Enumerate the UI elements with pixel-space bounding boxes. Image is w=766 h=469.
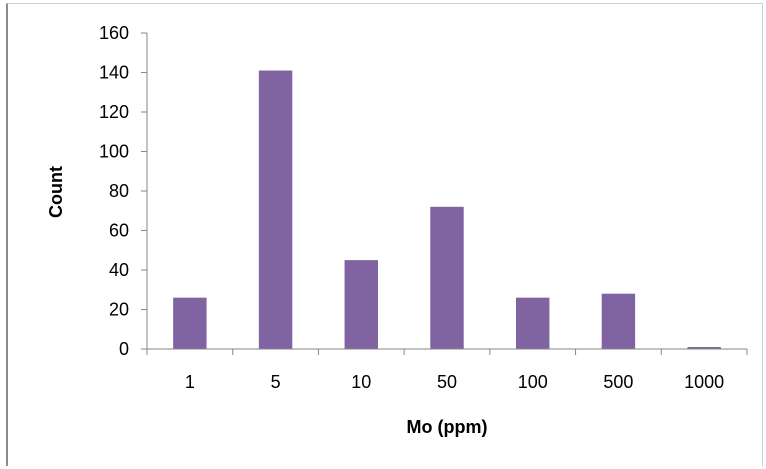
x-tick-label: 1000	[684, 372, 724, 392]
x-tick-label: 500	[603, 372, 633, 392]
x-tick-label: 1	[185, 372, 195, 392]
y-tick-label: 120	[99, 102, 129, 122]
bar-5	[258, 70, 293, 350]
y-tick-label: 20	[109, 300, 129, 320]
x-tick-label: 100	[518, 372, 548, 392]
y-tick-label: 160	[99, 23, 129, 43]
y-axis-ticks: 0 20 40 60 80 100 120 140 160	[99, 23, 147, 359]
y-tick-label: 100	[99, 142, 129, 162]
bar-1000	[687, 347, 721, 349]
x-tick-label: 10	[351, 372, 371, 392]
bar-500	[601, 293, 636, 349]
bar-50	[430, 206, 464, 349]
y-tick-label: 140	[99, 63, 129, 83]
bar-series	[173, 70, 721, 350]
y-tick-label: 80	[109, 181, 129, 201]
y-tick-label: 40	[109, 260, 129, 280]
chart-frame	[6, 3, 763, 466]
bar-10	[344, 260, 378, 349]
x-tick-label: 50	[437, 372, 457, 392]
x-axis-ticks: 1 5 10 50 100 500 1000	[146, 349, 748, 392]
y-axis-title: Count	[46, 166, 66, 218]
x-axis-title: Mo (ppm)	[407, 417, 488, 437]
y-tick-label: 60	[109, 221, 129, 241]
bar-100	[516, 297, 550, 349]
y-tick-label: 0	[119, 339, 129, 359]
x-tick-label: 5	[271, 372, 281, 392]
bar-1	[173, 297, 207, 349]
